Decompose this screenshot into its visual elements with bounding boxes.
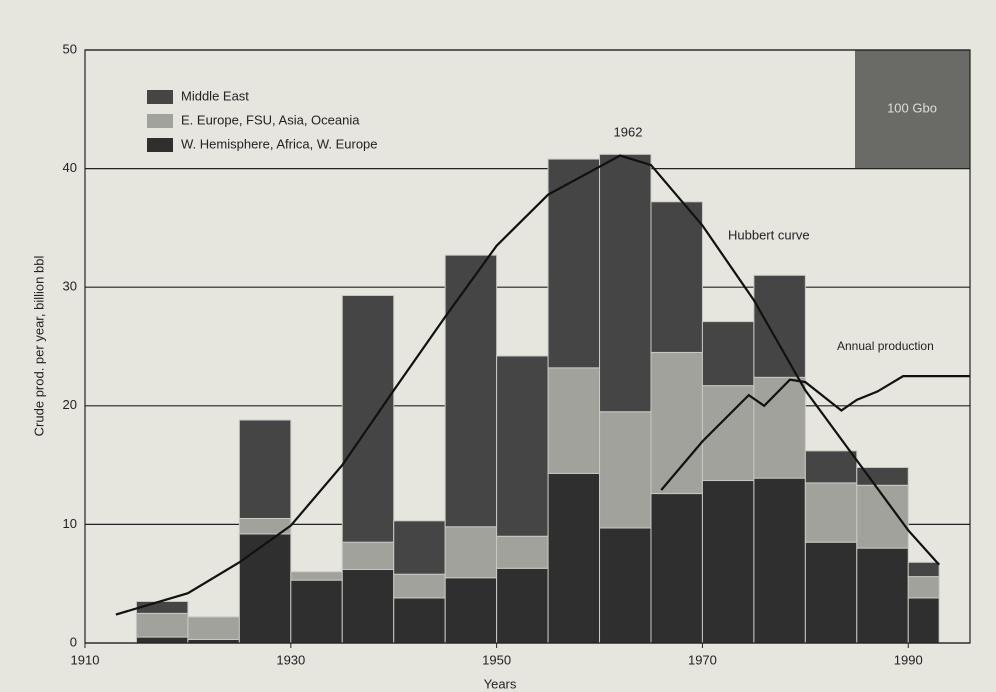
plot-frame [84,49,971,644]
y-tick-label: 0 [70,634,77,649]
bar-segment [547,367,601,474]
bar-segment [496,567,549,644]
bar-segment [599,527,652,644]
bar-segment [650,201,703,353]
bar-segment [393,520,446,575]
line [660,375,970,491]
annotation: 100 Gbo [887,100,937,115]
bar-segment [701,321,755,387]
scale-box [855,50,970,168]
x-tick-label: 1910 [71,652,100,667]
line-label: Annual production [837,339,934,353]
bar-segment [753,477,806,644]
line [115,154,940,616]
legend-swatch [147,138,173,152]
bar-segment [907,597,940,644]
bar-segment [187,616,240,640]
x-axis-label: Years [484,676,517,691]
bar-segment [444,254,498,528]
bar-segment [135,636,189,644]
y-tick-label: 10 [63,516,77,531]
bar-segment [393,573,446,599]
bar-segment [547,472,601,644]
x-tick-label: 1990 [894,652,923,667]
x-tick-label: 1930 [276,652,305,667]
bar-segment [907,561,940,578]
bar-segment [856,466,909,486]
bar-segment [701,480,755,644]
bar-segment [907,576,940,599]
legend-label: Middle East [181,88,249,103]
bar-segment [496,355,549,537]
legend-swatch [147,114,173,128]
bar-segment [804,482,858,543]
bar-segment [753,376,806,479]
bar-segment [650,493,703,644]
x-tick-label: 1950 [482,652,511,667]
y-tick-label: 20 [63,397,77,412]
bar-segment [444,577,498,644]
y-axis-label: Crude prod. per year, billion bbl [31,256,46,437]
bar-segment [290,571,343,581]
x-tick-label: 1970 [688,652,717,667]
bar-segment [341,568,395,644]
bar-segment [856,547,909,644]
bar-segment [238,419,292,519]
line-label: Hubbert curve [728,227,810,242]
bar-segment [290,579,343,644]
bar-segment [444,526,498,579]
bar-segment [599,153,652,413]
bar-segment [135,600,189,614]
legend-label: E. Europe, FSU, Asia, Oceania [181,112,360,127]
bar-segment [804,541,858,644]
bar-segment [804,450,858,484]
bar-segment [341,541,395,570]
y-tick-label: 30 [63,279,77,294]
bar-segment [753,274,806,378]
bar-segment [238,533,292,644]
legend-label: W. Hemisphere, Africa, W. Europe [181,136,378,151]
bar-segment [135,612,189,638]
bar-segment [599,411,652,529]
y-tick-label: 50 [63,41,77,56]
bar-segment [547,158,601,369]
legend-swatch [147,90,173,104]
y-tick-label: 40 [63,160,77,175]
bar-segment [496,535,549,569]
annotation: 1962 [614,124,643,139]
bar-segment [393,597,446,644]
bar-segment [341,295,395,543]
